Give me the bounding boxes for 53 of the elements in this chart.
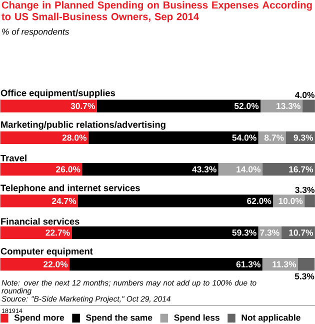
y-tick-label: Travel: [0, 154, 26, 162]
bar: [78, 194, 273, 208]
y-tick-label: Financial services: [0, 218, 80, 225]
chart-title: Change in Planned Spending on Business Expenses According to US Small-Business Owners, Sep 2014: [1, 1, 312, 22]
bar: [0, 100, 97, 112]
bar: [0, 163, 82, 176]
data-label: 61.3%: [236, 261, 260, 268]
chart-subtitle: % of respondents: [2, 28, 69, 36]
data-label: 3.3%: [294, 186, 314, 194]
data-label: 22.0%: [43, 261, 68, 268]
bar: [0, 194, 78, 208]
data-label: 54.0%: [232, 134, 256, 141]
data-label: 13.3%: [276, 102, 300, 110]
bar: [88, 131, 258, 144]
y-tick-label: Office equipment/supplies: [0, 89, 115, 98]
bar: [72, 226, 258, 239]
data-label: 59.3%: [232, 230, 256, 236]
data-label: 11.3%: [272, 261, 296, 268]
data-label: 62.0%: [246, 198, 272, 204]
bar: [0, 226, 72, 239]
bar: [302, 100, 315, 112]
bar: [260, 100, 302, 112]
legend-label: Spend less: [174, 314, 220, 322]
data-label: 43.3%: [192, 166, 216, 172]
bar: [82, 163, 218, 176]
bar: [0, 131, 88, 144]
data-label: 26.0%: [56, 166, 80, 172]
data-label: 16.7%: [289, 166, 313, 172]
legend-label: Spend more: [14, 314, 64, 322]
legend-label: Not applicable: [242, 314, 300, 322]
data-label: 52.0%: [234, 102, 259, 110]
data-label: 22.7%: [46, 230, 70, 236]
y-tick-label: Telephone and internet services: [0, 184, 140, 194]
data-label: 5.3%: [294, 273, 314, 280]
data-label: 28.0%: [62, 134, 86, 141]
data-label: 10.7%: [289, 230, 313, 236]
data-label: 4.0%: [294, 92, 314, 98]
data-label: 7.3%: [260, 230, 280, 236]
data-label: 9.3%: [294, 134, 313, 141]
y-tick-label: Computer equipment: [0, 248, 93, 256]
data-label: 24.7%: [52, 198, 76, 204]
bar: [69, 258, 262, 271]
bar: [96, 100, 260, 112]
bar: [298, 258, 315, 271]
bar: [304, 194, 315, 208]
data-label: 10.0%: [278, 198, 303, 204]
data-label: 8.7%: [264, 134, 284, 141]
bar: [262, 163, 315, 176]
legend-label: Spend the same: [86, 314, 152, 322]
data-label: 30.7%: [70, 102, 95, 110]
data-label: 14.0%: [236, 166, 260, 172]
bar: [0, 258, 70, 271]
y-tick-label: Marketing/public relations/advertising: [0, 121, 166, 130]
